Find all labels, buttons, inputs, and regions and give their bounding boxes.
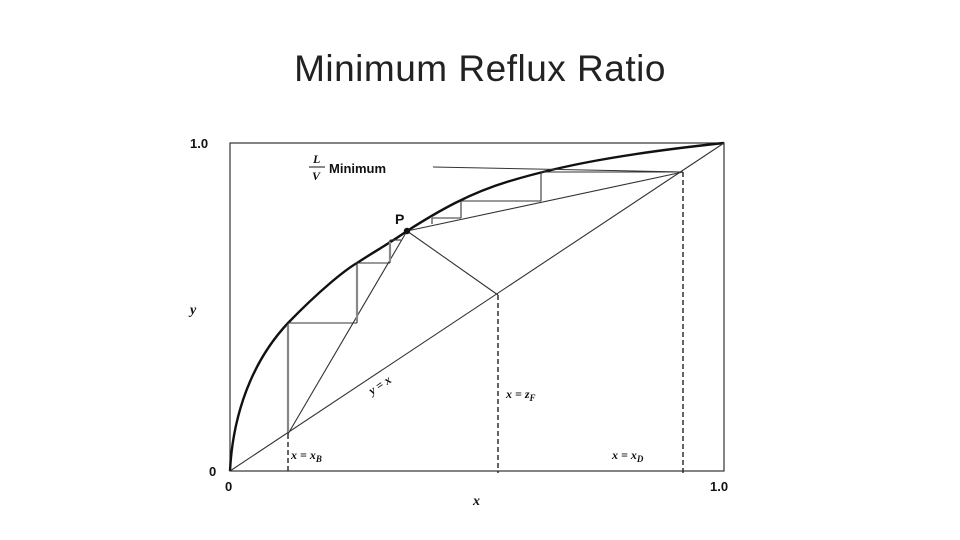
equilibrium-curve xyxy=(228,141,725,472)
x-min-label: 0 xyxy=(225,479,232,494)
y-max-label: 1.0 xyxy=(190,136,208,151)
slide-title: Minimum Reflux Ratio xyxy=(294,48,666,89)
rectifying-operating-line xyxy=(406,171,684,232)
min-ratio-leader xyxy=(432,166,684,173)
plot-frame xyxy=(229,142,725,472)
stripping-operating-line xyxy=(287,230,408,435)
xd-label: x = xD xyxy=(611,448,644,464)
zf-label: x = zF xyxy=(505,387,536,403)
y-min-label: 0 xyxy=(209,464,216,479)
diagonal-label: y = x xyxy=(364,372,394,398)
pinch-point-label: P xyxy=(395,211,404,227)
xb-label: x = xB xyxy=(290,448,322,464)
q-line xyxy=(406,230,499,296)
min-ratio-numerator: L xyxy=(312,152,320,166)
min-ratio-denominator: V xyxy=(312,169,321,183)
diagonal-line xyxy=(229,142,725,472)
pinch-point-marker xyxy=(403,227,411,235)
rectifying-stages xyxy=(431,171,683,224)
x-axis-label: x xyxy=(472,494,480,509)
y-axis-label: y xyxy=(188,303,197,318)
x-max-label: 1.0 xyxy=(710,479,728,494)
min-ratio-text: Minimum xyxy=(329,161,386,176)
